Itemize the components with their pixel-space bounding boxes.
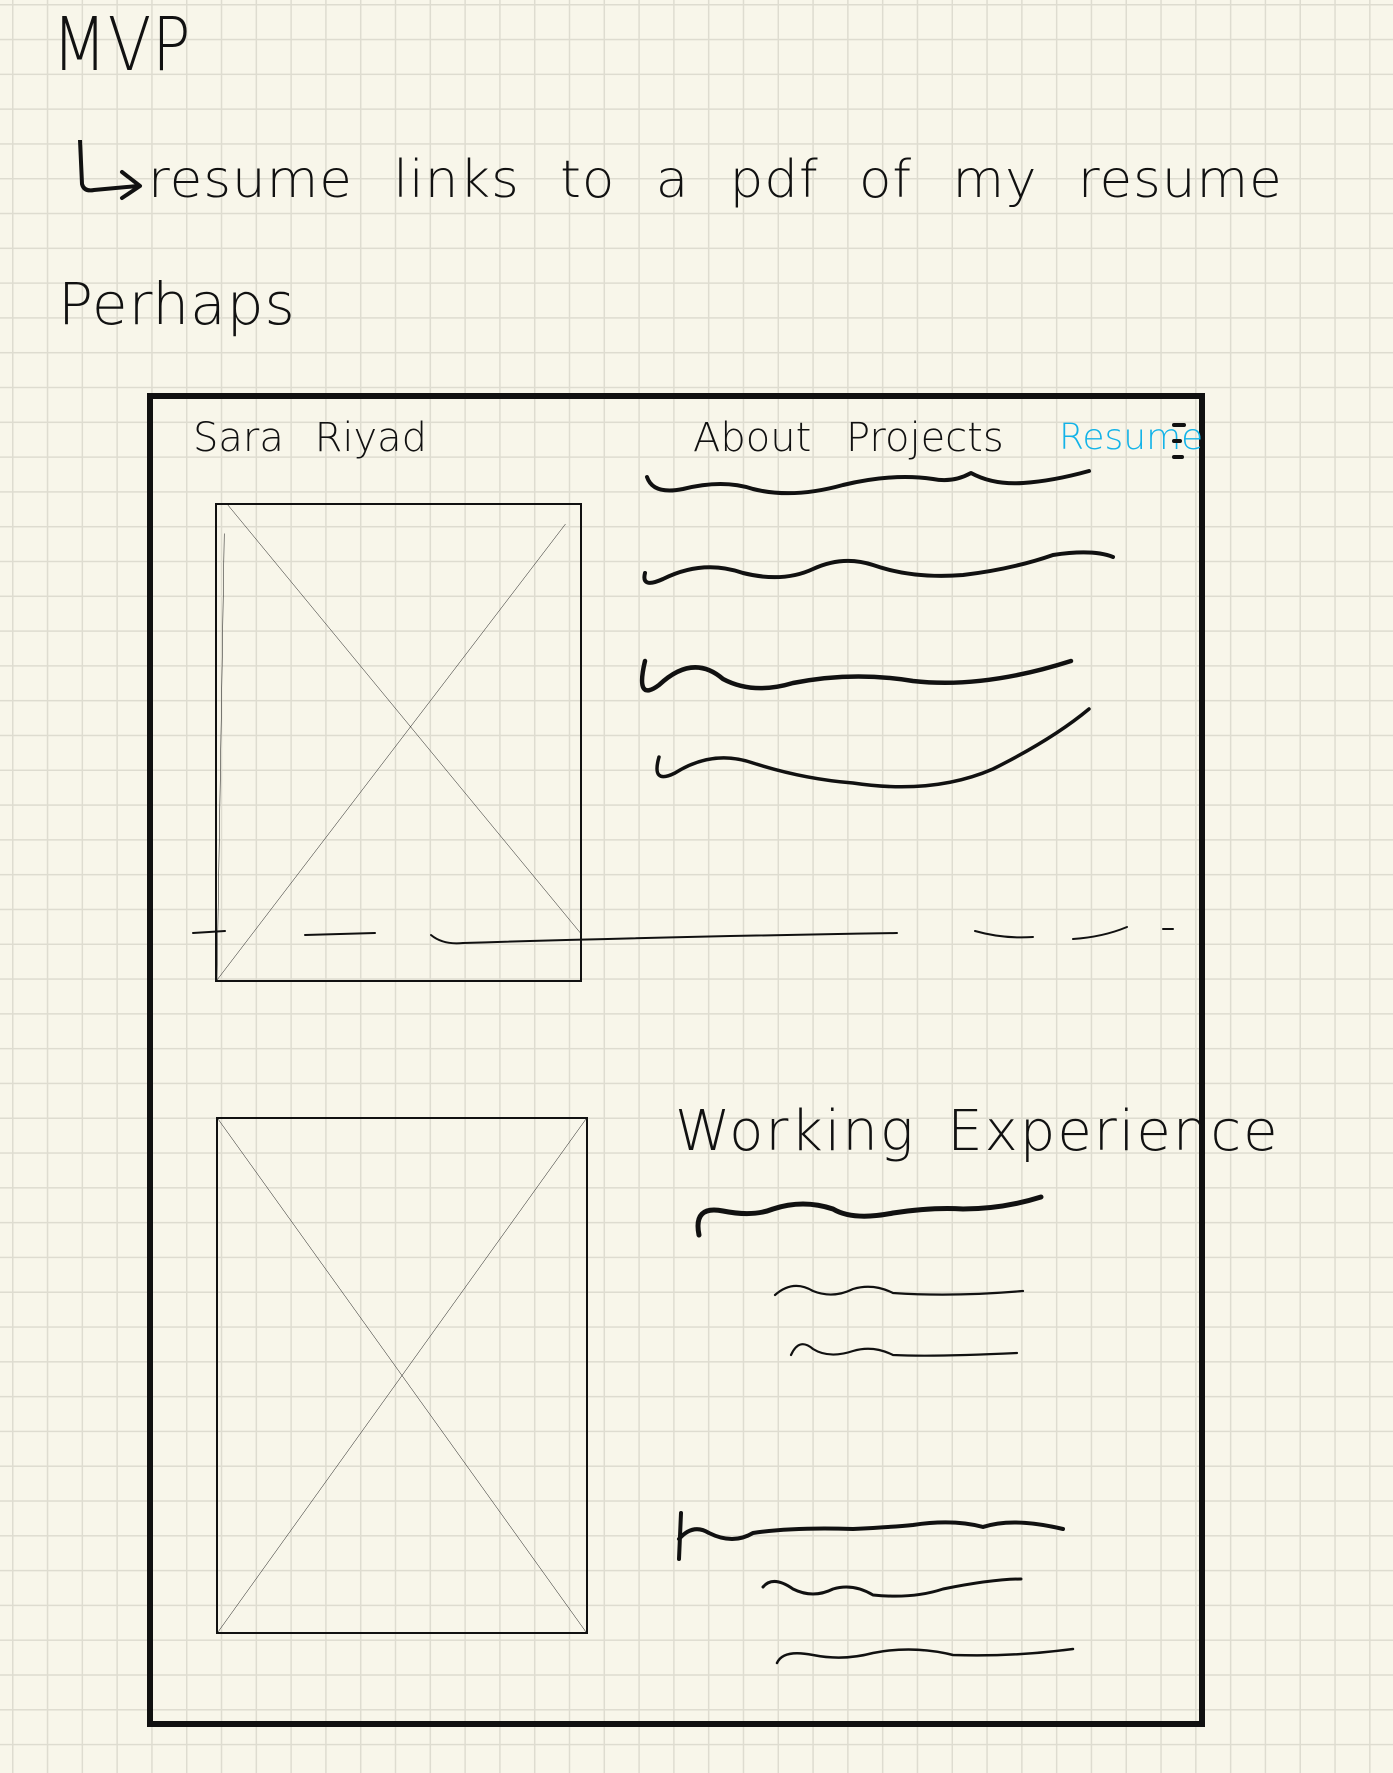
page-wireframe: Sara Riyad About Projects Resume bbox=[147, 393, 1278, 1727]
text-line-placeholder bbox=[761, 1577, 1023, 1598]
page-title: MVP bbox=[52, 2, 192, 88]
menu-line bbox=[1172, 455, 1184, 459]
resume-note: resume links to a pdf of my resume bbox=[148, 150, 1283, 210]
hamburger-menu-icon[interactable] bbox=[1166, 419, 1188, 463]
site-brand[interactable]: Sara Riyad bbox=[193, 415, 428, 461]
text-line-placeholder bbox=[639, 658, 1074, 693]
menu-line bbox=[1172, 439, 1182, 443]
image-placeholder-icon bbox=[215, 503, 582, 982]
divider-line bbox=[974, 930, 1034, 939]
return-arrow-icon bbox=[78, 140, 142, 200]
text-line-placeholder bbox=[773, 1284, 1025, 1297]
text-line-placeholder bbox=[655, 707, 1091, 789]
section-heading-experience: Working Experience bbox=[675, 1099, 1280, 1164]
divider-line bbox=[1072, 926, 1128, 940]
text-line-placeholder bbox=[677, 1511, 1065, 1561]
perhaps-note: Perhaps bbox=[58, 270, 296, 338]
text-line-placeholder bbox=[775, 1647, 1075, 1665]
text-line-placeholder bbox=[789, 1343, 1019, 1357]
nav-link-about[interactable]: About bbox=[693, 415, 812, 461]
menu-line bbox=[1172, 423, 1186, 427]
image-placeholder-icon bbox=[216, 1117, 588, 1634]
nav-link-projects[interactable]: Projects bbox=[846, 415, 1004, 461]
text-line-placeholder bbox=[695, 1194, 1044, 1238]
text-line-placeholder bbox=[642, 550, 1115, 585]
text-line-placeholder bbox=[645, 469, 1091, 496]
